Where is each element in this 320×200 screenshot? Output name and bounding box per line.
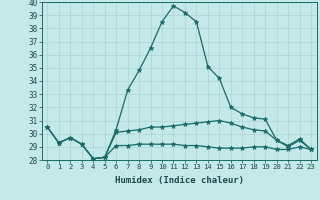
- X-axis label: Humidex (Indice chaleur): Humidex (Indice chaleur): [115, 176, 244, 185]
